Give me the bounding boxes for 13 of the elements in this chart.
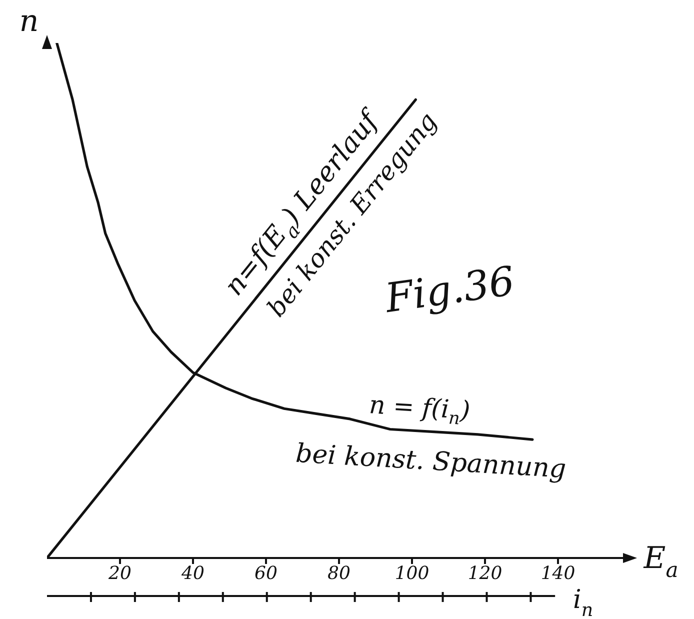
x-tick-label: 100 bbox=[394, 562, 430, 584]
x-tick-label: 140 bbox=[540, 562, 576, 584]
x-tick-label: 40 bbox=[180, 562, 204, 584]
y-axis-title: n bbox=[19, 4, 39, 38]
x-tick-label: 120 bbox=[468, 562, 502, 584]
x-tick-label: 80 bbox=[328, 562, 350, 584]
text: Fig.36 bbox=[382, 258, 518, 322]
x-tick-label: 20 bbox=[108, 562, 132, 584]
x-axis-title: E$_{a}$ bbox=[642, 540, 678, 582]
x-tick-label: 60 bbox=[254, 562, 278, 584]
x2-axis-title: i$_{n}$ bbox=[573, 585, 594, 619]
series-label: n = f(i$_{n}$) bbox=[368, 390, 471, 430]
annotation: bei konst. Spannung bbox=[294, 438, 567, 485]
